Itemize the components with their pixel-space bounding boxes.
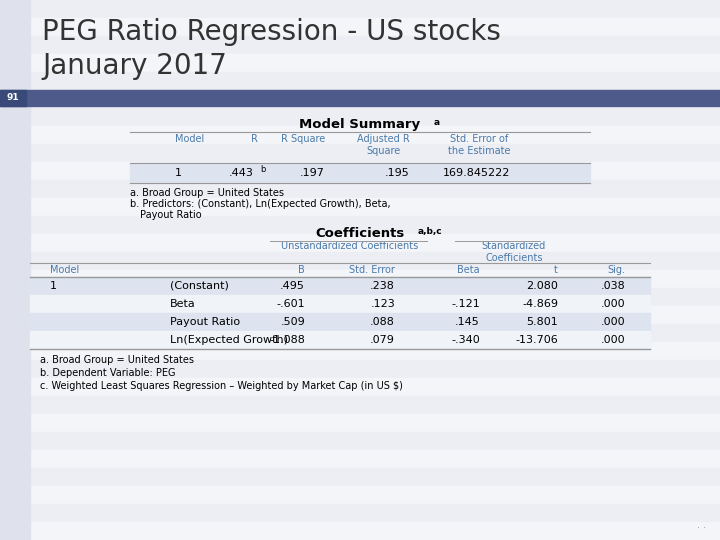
Text: 1: 1 bbox=[50, 281, 57, 291]
Text: January 2017: January 2017 bbox=[42, 52, 227, 80]
Text: .000: .000 bbox=[600, 335, 625, 345]
Bar bbox=[0, 378, 720, 396]
Text: .495: .495 bbox=[280, 281, 305, 291]
Text: c. Weighted Least Squares Regression – Weighted by Market Cap (in US $): c. Weighted Least Squares Regression – W… bbox=[40, 381, 403, 391]
Bar bbox=[0, 216, 720, 234]
Bar bbox=[0, 306, 720, 324]
Text: Model: Model bbox=[175, 134, 204, 144]
Text: .509: .509 bbox=[280, 317, 305, 327]
Text: a. Broad Group = United States: a. Broad Group = United States bbox=[40, 355, 194, 365]
Text: R: R bbox=[251, 134, 258, 144]
Text: -1.088: -1.088 bbox=[269, 335, 305, 345]
Text: Standardized
Coefficients: Standardized Coefficients bbox=[482, 241, 546, 262]
Bar bbox=[0, 90, 720, 108]
Text: -.340: -.340 bbox=[451, 335, 480, 345]
Text: .038: .038 bbox=[600, 281, 625, 291]
Bar bbox=[0, 18, 720, 36]
Text: -13.706: -13.706 bbox=[516, 335, 558, 345]
Bar bbox=[0, 54, 720, 72]
Bar bbox=[0, 72, 720, 90]
Text: a. Broad Group = United States: a. Broad Group = United States bbox=[130, 188, 284, 198]
Text: Sig.: Sig. bbox=[607, 265, 625, 275]
Bar bbox=[0, 270, 720, 288]
Text: Ln(Expected Growth): Ln(Expected Growth) bbox=[170, 335, 288, 345]
Bar bbox=[0, 468, 720, 486]
Bar bbox=[0, 360, 720, 378]
Bar bbox=[0, 486, 720, 504]
Text: Model: Model bbox=[50, 265, 79, 275]
Text: .443: .443 bbox=[229, 168, 254, 178]
Bar bbox=[0, 522, 720, 540]
Text: a,b,c: a,b,c bbox=[418, 227, 443, 236]
Text: .088: .088 bbox=[370, 317, 395, 327]
Bar bbox=[0, 252, 720, 270]
Text: b. Predictors: (Constant), Ln(Expected Growth), Beta,: b. Predictors: (Constant), Ln(Expected G… bbox=[130, 199, 391, 209]
Text: Adjusted R
Square: Adjusted R Square bbox=[357, 134, 410, 156]
Text: t: t bbox=[554, 265, 558, 275]
Bar bbox=[0, 396, 720, 414]
Text: .195: .195 bbox=[385, 168, 410, 178]
Text: .145: .145 bbox=[455, 317, 480, 327]
Bar bbox=[0, 90, 26, 106]
Text: Beta: Beta bbox=[170, 299, 196, 309]
Text: -.601: -.601 bbox=[276, 299, 305, 309]
Bar bbox=[0, 198, 720, 216]
Text: b: b bbox=[260, 165, 266, 173]
Bar bbox=[130, 163, 590, 183]
Bar bbox=[0, 162, 720, 180]
Text: .197: .197 bbox=[300, 168, 325, 178]
Bar bbox=[0, 180, 720, 198]
Text: Model Summary: Model Summary bbox=[300, 118, 420, 131]
Bar bbox=[0, 234, 720, 252]
Text: Unstandardized Coefficients: Unstandardized Coefficients bbox=[282, 241, 418, 251]
Text: 91: 91 bbox=[6, 93, 19, 103]
Bar bbox=[0, 90, 720, 106]
Text: b. Dependent Variable: PEG: b. Dependent Variable: PEG bbox=[40, 368, 176, 378]
Bar bbox=[0, 126, 720, 144]
Text: Beta: Beta bbox=[457, 265, 480, 275]
Bar bbox=[0, 432, 720, 450]
Text: . .: . . bbox=[697, 520, 706, 530]
Bar bbox=[0, 414, 720, 432]
Text: .000: .000 bbox=[600, 317, 625, 327]
Bar bbox=[0, 342, 720, 360]
Text: Coefficients: Coefficients bbox=[315, 227, 405, 240]
Text: .079: .079 bbox=[370, 335, 395, 345]
Text: B: B bbox=[298, 265, 305, 275]
Text: Payout Ratio: Payout Ratio bbox=[170, 317, 240, 327]
Text: .238: .238 bbox=[370, 281, 395, 291]
Bar bbox=[30, 295, 650, 313]
Text: 169.845222: 169.845222 bbox=[443, 168, 510, 178]
Bar bbox=[0, 144, 720, 162]
Bar bbox=[0, 0, 720, 18]
Bar bbox=[30, 331, 650, 349]
Text: PEG Ratio Regression - US stocks: PEG Ratio Regression - US stocks bbox=[42, 18, 501, 46]
Bar bbox=[0, 450, 720, 468]
Text: R Square: R Square bbox=[281, 134, 325, 144]
Bar bbox=[0, 108, 720, 126]
Bar bbox=[0, 504, 720, 522]
Text: .000: .000 bbox=[600, 299, 625, 309]
Text: -.121: -.121 bbox=[451, 299, 480, 309]
Bar bbox=[0, 324, 720, 342]
Bar bbox=[0, 0, 30, 540]
Bar bbox=[0, 288, 720, 306]
Text: Payout Ratio: Payout Ratio bbox=[140, 210, 202, 220]
Text: 1: 1 bbox=[175, 168, 182, 178]
Text: Std. Error of
the Estimate: Std. Error of the Estimate bbox=[448, 134, 510, 156]
Text: 2.080: 2.080 bbox=[526, 281, 558, 291]
Text: (Constant): (Constant) bbox=[170, 281, 229, 291]
Text: Std. Error: Std. Error bbox=[349, 265, 395, 275]
Text: .123: .123 bbox=[370, 299, 395, 309]
Text: 5.801: 5.801 bbox=[526, 317, 558, 327]
Text: a: a bbox=[434, 118, 440, 127]
Text: -4.869: -4.869 bbox=[522, 299, 558, 309]
Bar bbox=[0, 36, 720, 54]
Bar bbox=[30, 313, 650, 331]
Bar bbox=[30, 277, 650, 295]
